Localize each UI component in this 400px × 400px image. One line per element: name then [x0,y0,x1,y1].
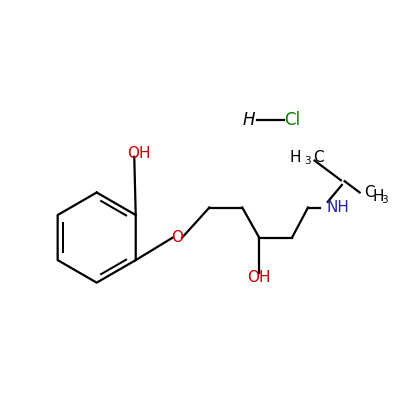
Text: 3: 3 [304,156,311,166]
Text: O: O [172,230,184,245]
Text: H: H [373,189,384,204]
Text: H: H [242,111,255,129]
Text: OH: OH [248,270,271,286]
Text: C: C [364,185,375,200]
Text: NH: NH [327,200,350,215]
Text: OH: OH [127,146,151,160]
Text: 3: 3 [381,195,388,205]
Text: H: H [290,150,302,165]
Text: C: C [313,150,323,165]
Text: Cl: Cl [284,111,300,129]
